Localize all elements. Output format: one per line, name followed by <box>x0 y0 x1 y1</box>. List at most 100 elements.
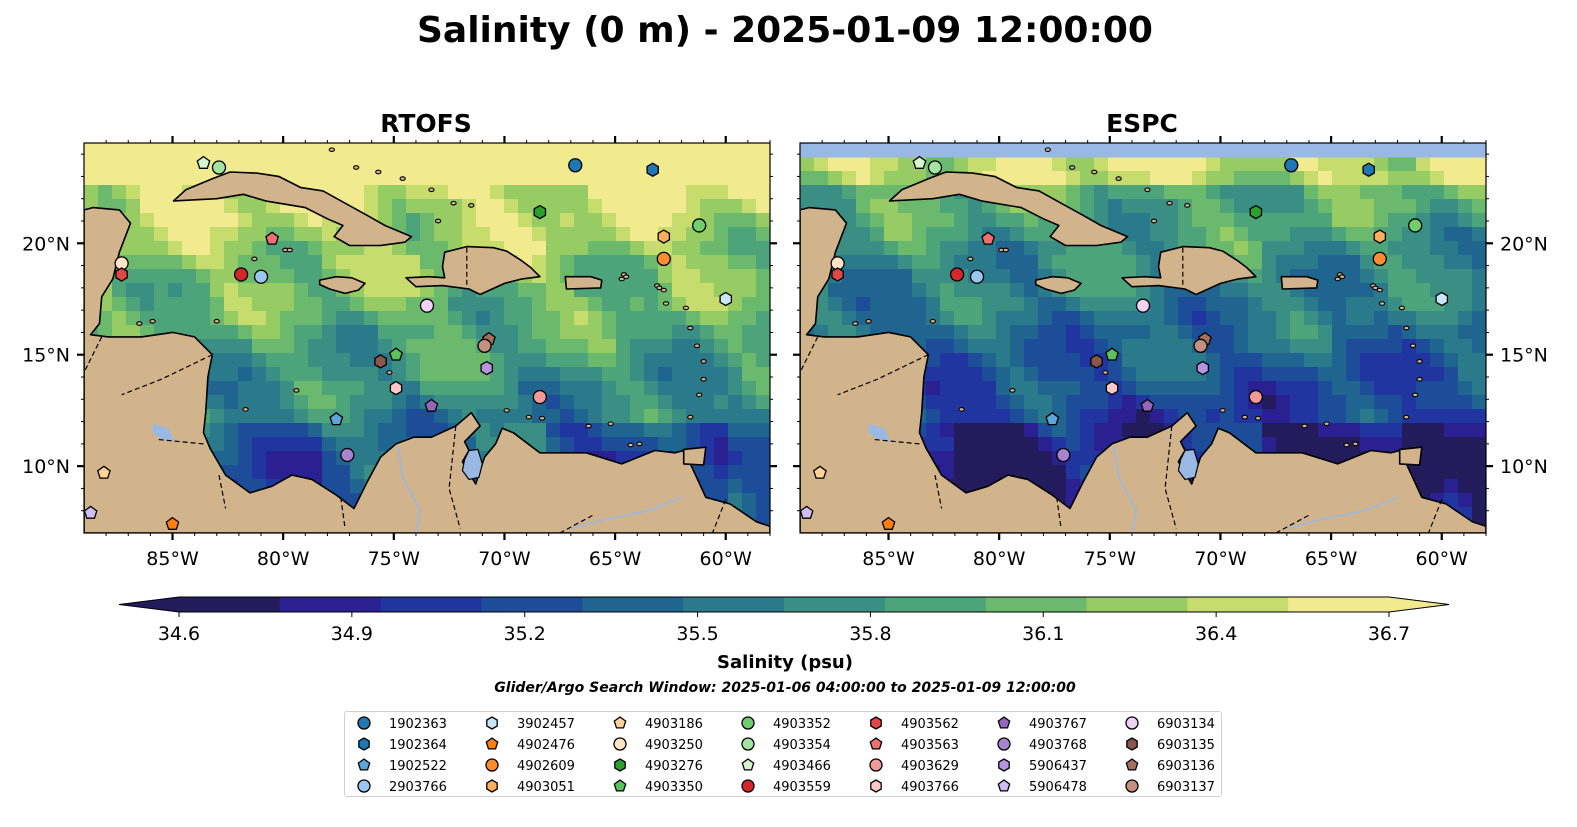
no-data-band <box>800 143 1486 158</box>
lon-tick-label: 70°W <box>1194 548 1247 570</box>
float-marker-4902609[interactable] <box>656 251 671 267</box>
float-marker-6903135[interactable] <box>1090 354 1103 369</box>
float-marker-1902522[interactable] <box>1045 411 1060 426</box>
lat-tick-label: 10°N <box>22 456 70 478</box>
colorbar-label: Salinity (psu) <box>717 652 853 673</box>
float-marker-4903629[interactable] <box>532 389 548 405</box>
float-marker-4903276[interactable] <box>533 204 547 220</box>
islet <box>328 147 335 153</box>
country-border <box>559 514 594 533</box>
float-marker-4903350[interactable] <box>1105 347 1119 361</box>
lat-tick-label: 10°N <box>1500 456 1548 478</box>
float-marker-1902522[interactable] <box>329 411 344 426</box>
lon-tick-label: 75°W <box>1084 548 1137 570</box>
islet <box>656 285 663 291</box>
figure-title: Salinity (0 m) - 2025-01-09 12:00:00 <box>417 10 1153 51</box>
land-central <box>800 206 1486 533</box>
float-marker-4903352[interactable] <box>1408 218 1423 233</box>
lon-tick-label: 60°W <box>700 548 753 570</box>
islet <box>1416 359 1423 364</box>
float-marker-4903466[interactable] <box>196 155 211 169</box>
islet <box>967 256 974 262</box>
colorbar-segment <box>179 597 281 612</box>
float-marker-4903354[interactable] <box>927 160 943 175</box>
float-marker-4902476[interactable] <box>881 516 896 530</box>
float-marker-6903134[interactable] <box>419 298 435 313</box>
float-marker-4902609[interactable] <box>1372 251 1387 267</box>
float-marker-2903766[interactable] <box>969 269 985 284</box>
float-marker-1902363[interactable] <box>1284 158 1299 173</box>
lon-tick-label: 70°W <box>478 548 531 570</box>
float-marker-1902363[interactable] <box>568 158 583 173</box>
float-marker-4903186[interactable] <box>96 465 111 479</box>
land-hispaniola <box>1121 245 1257 296</box>
float-marker-2903766[interactable] <box>253 269 269 284</box>
country-border <box>837 354 929 396</box>
float-marker-4903051[interactable] <box>1373 229 1387 244</box>
float-marker-4903767[interactable] <box>424 398 439 412</box>
colorbar-high-extend <box>1389 597 1449 612</box>
river <box>1113 445 1138 533</box>
float-marker-6903137[interactable] <box>477 338 492 353</box>
float-marker-4903562[interactable] <box>115 267 128 282</box>
colorbar-segment <box>884 597 987 612</box>
float-marker-5906437[interactable] <box>480 360 494 376</box>
lat-tick-label: 15°N <box>1500 345 1548 367</box>
islet <box>636 441 643 447</box>
float-marker-4903559[interactable] <box>949 267 965 282</box>
float-marker-4903562[interactable] <box>831 267 844 282</box>
float-marker-4903563[interactable] <box>981 231 996 245</box>
lon-tick-label: 65°W <box>589 548 642 570</box>
country-border <box>1164 425 1177 529</box>
colorbar-tick-label: 34.9 <box>331 623 373 645</box>
float-marker-5906478[interactable] <box>800 505 814 519</box>
islet <box>399 176 406 182</box>
espc-panel-title: ESPC <box>1106 109 1178 138</box>
float-marker-4903559[interactable] <box>233 267 249 282</box>
islet <box>293 388 300 393</box>
islet <box>386 370 393 375</box>
islet <box>503 408 510 413</box>
float-marker-4902476[interactable] <box>165 516 180 530</box>
islet <box>660 287 667 293</box>
float-marker-6903134[interactable] <box>1135 298 1151 313</box>
colorbar-tick-label: 36.7 <box>1368 623 1410 645</box>
land-hispaniola <box>405 245 541 296</box>
float-marker-4903767[interactable] <box>1140 398 1155 412</box>
islet <box>1150 218 1158 224</box>
float-marker-4903768[interactable] <box>1056 447 1071 463</box>
float-marker-5906478[interactable] <box>84 505 98 519</box>
float-marker-3902457[interactable] <box>1435 291 1449 307</box>
float-marker-4903629[interactable] <box>1248 389 1264 405</box>
float-marker-6903135[interactable] <box>374 354 387 369</box>
float-marker-4903768[interactable] <box>340 447 355 463</box>
float-marker-6903137[interactable] <box>1193 338 1208 353</box>
colorbar-segment <box>1288 597 1390 612</box>
country-border <box>340 497 346 529</box>
float-marker-4903352[interactable] <box>692 218 707 233</box>
float-marker-4903051[interactable] <box>657 229 671 244</box>
float-marker-4903766[interactable] <box>1105 380 1119 396</box>
islet <box>1339 274 1346 280</box>
islet <box>585 423 592 429</box>
float-marker-4903563[interactable] <box>265 231 280 245</box>
islet <box>1184 203 1191 208</box>
colorbar-tick-label: 35.2 <box>504 623 546 645</box>
islet <box>1376 287 1383 293</box>
float-marker-4903350[interactable] <box>389 347 403 361</box>
float-marker-4903276[interactable] <box>1249 204 1263 220</box>
float-marker-5906437[interactable] <box>1196 360 1210 376</box>
lake-maracaibo <box>1177 448 1199 481</box>
islet <box>1115 176 1122 182</box>
colorbar-segment <box>582 597 684 612</box>
lake-nicaragua <box>152 423 175 442</box>
land-trinidad <box>682 446 707 466</box>
float-marker-1902364[interactable] <box>1362 162 1375 177</box>
islet <box>1009 388 1016 393</box>
float-marker-4903766[interactable] <box>389 380 403 396</box>
float-marker-4903354[interactable] <box>211 160 227 175</box>
float-marker-4903186[interactable] <box>812 465 827 479</box>
float-marker-3902457[interactable] <box>719 291 733 307</box>
float-marker-4903466[interactable] <box>912 155 927 169</box>
float-marker-1902364[interactable] <box>646 162 659 177</box>
